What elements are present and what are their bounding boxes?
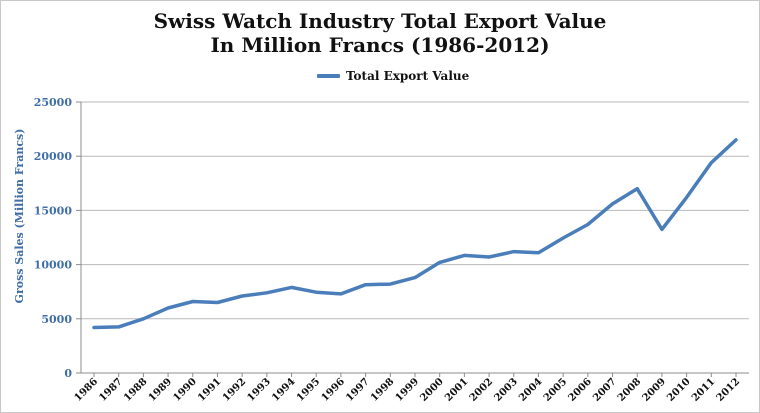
- data-point: [438, 261, 441, 264]
- series-layer: [92, 138, 738, 330]
- x-tick-label: 2012: [715, 376, 742, 403]
- x-tick-label: 2011: [690, 376, 717, 403]
- x-tick-label: 1990: [171, 376, 198, 403]
- x-tick-label: 1999: [394, 376, 421, 403]
- x-tick-label: 1994: [270, 376, 297, 403]
- x-tick-label: 1987: [97, 376, 124, 403]
- x-tick-label: 1989: [147, 376, 174, 403]
- chart-title-line-1: Swiss Watch Industry Total Export Value: [153, 9, 607, 33]
- x-tick-label: 1997: [344, 376, 371, 403]
- x-tick-label: 2002: [468, 376, 495, 403]
- data-point: [265, 291, 268, 294]
- x-tick-label: 1988: [122, 376, 149, 403]
- x-tick-label: 2001: [443, 376, 470, 403]
- chart-title-line-2: In Million Francs (1986-2012): [210, 33, 550, 57]
- x-tick-label: 2008: [616, 376, 643, 403]
- x-tick-label: 2007: [591, 376, 618, 403]
- y-tick-label: 0: [64, 367, 72, 380]
- data-point: [290, 286, 293, 289]
- data-point: [660, 228, 663, 231]
- grid-layer: [81, 101, 749, 320]
- x-tick-label: 1998: [369, 376, 396, 403]
- data-point: [488, 256, 491, 259]
- data-point: [710, 161, 713, 164]
- x-tick-label: 2009: [641, 376, 668, 403]
- data-point: [117, 325, 120, 328]
- data-point: [611, 202, 614, 205]
- y-tick-labels: 0 5000 10000 15000 20000 25000: [34, 96, 73, 380]
- series-line-total-export-value: [92, 138, 738, 330]
- data-point: [586, 223, 589, 226]
- x-tick-label: 2000: [418, 376, 445, 403]
- data-point: [191, 300, 194, 303]
- data-point: [167, 306, 170, 309]
- y-tick-label: 10000: [34, 259, 73, 272]
- data-point: [339, 292, 342, 295]
- chart-title: Swiss Watch Industry Total Export Value …: [1, 9, 759, 57]
- axis-layer: [76, 101, 749, 377]
- x-tick-label: 1992: [221, 376, 248, 403]
- data-point: [685, 196, 688, 199]
- data-point: [562, 237, 565, 240]
- data-point: [636, 187, 639, 190]
- y-tick-label: 25000: [34, 96, 73, 109]
- y-tick-label: 20000: [34, 150, 73, 163]
- data-point: [364, 283, 367, 286]
- x-tick-label: 1995: [295, 376, 322, 403]
- legend: Total Export Value: [317, 68, 469, 84]
- x-tick-label: 2010: [665, 376, 692, 403]
- data-point: [463, 254, 466, 257]
- data-point: [216, 301, 219, 304]
- data-point: [537, 251, 540, 254]
- data-point: [389, 283, 392, 286]
- data-point: [315, 291, 318, 294]
- data-point: [512, 250, 515, 253]
- y-tick-label: 15000: [34, 204, 73, 217]
- data-point: [241, 295, 244, 298]
- x-tick-labels: 1986198719881989199019911992199319941995…: [73, 376, 742, 403]
- x-tick-label: 1993: [246, 376, 273, 403]
- x-tick-label: 2006: [567, 376, 594, 403]
- x-tick-label: 1996: [320, 376, 347, 403]
- x-tick-label: 1986: [73, 376, 100, 403]
- y-axis-label: Gross Sales (Million Francs): [13, 129, 26, 304]
- legend-swatch: [317, 74, 340, 78]
- x-tick-label: 1991: [196, 376, 223, 403]
- data-point: [735, 138, 738, 141]
- data-point: [142, 317, 145, 320]
- x-tick-label: 2005: [542, 376, 569, 403]
- legend-label: Total Export Value: [346, 69, 470, 83]
- x-tick-label: 2004: [517, 376, 544, 403]
- data-point: [414, 276, 417, 279]
- x-tick-label: 2003: [492, 376, 519, 403]
- data-point: [93, 326, 96, 329]
- y-tick-label: 5000: [41, 313, 72, 326]
